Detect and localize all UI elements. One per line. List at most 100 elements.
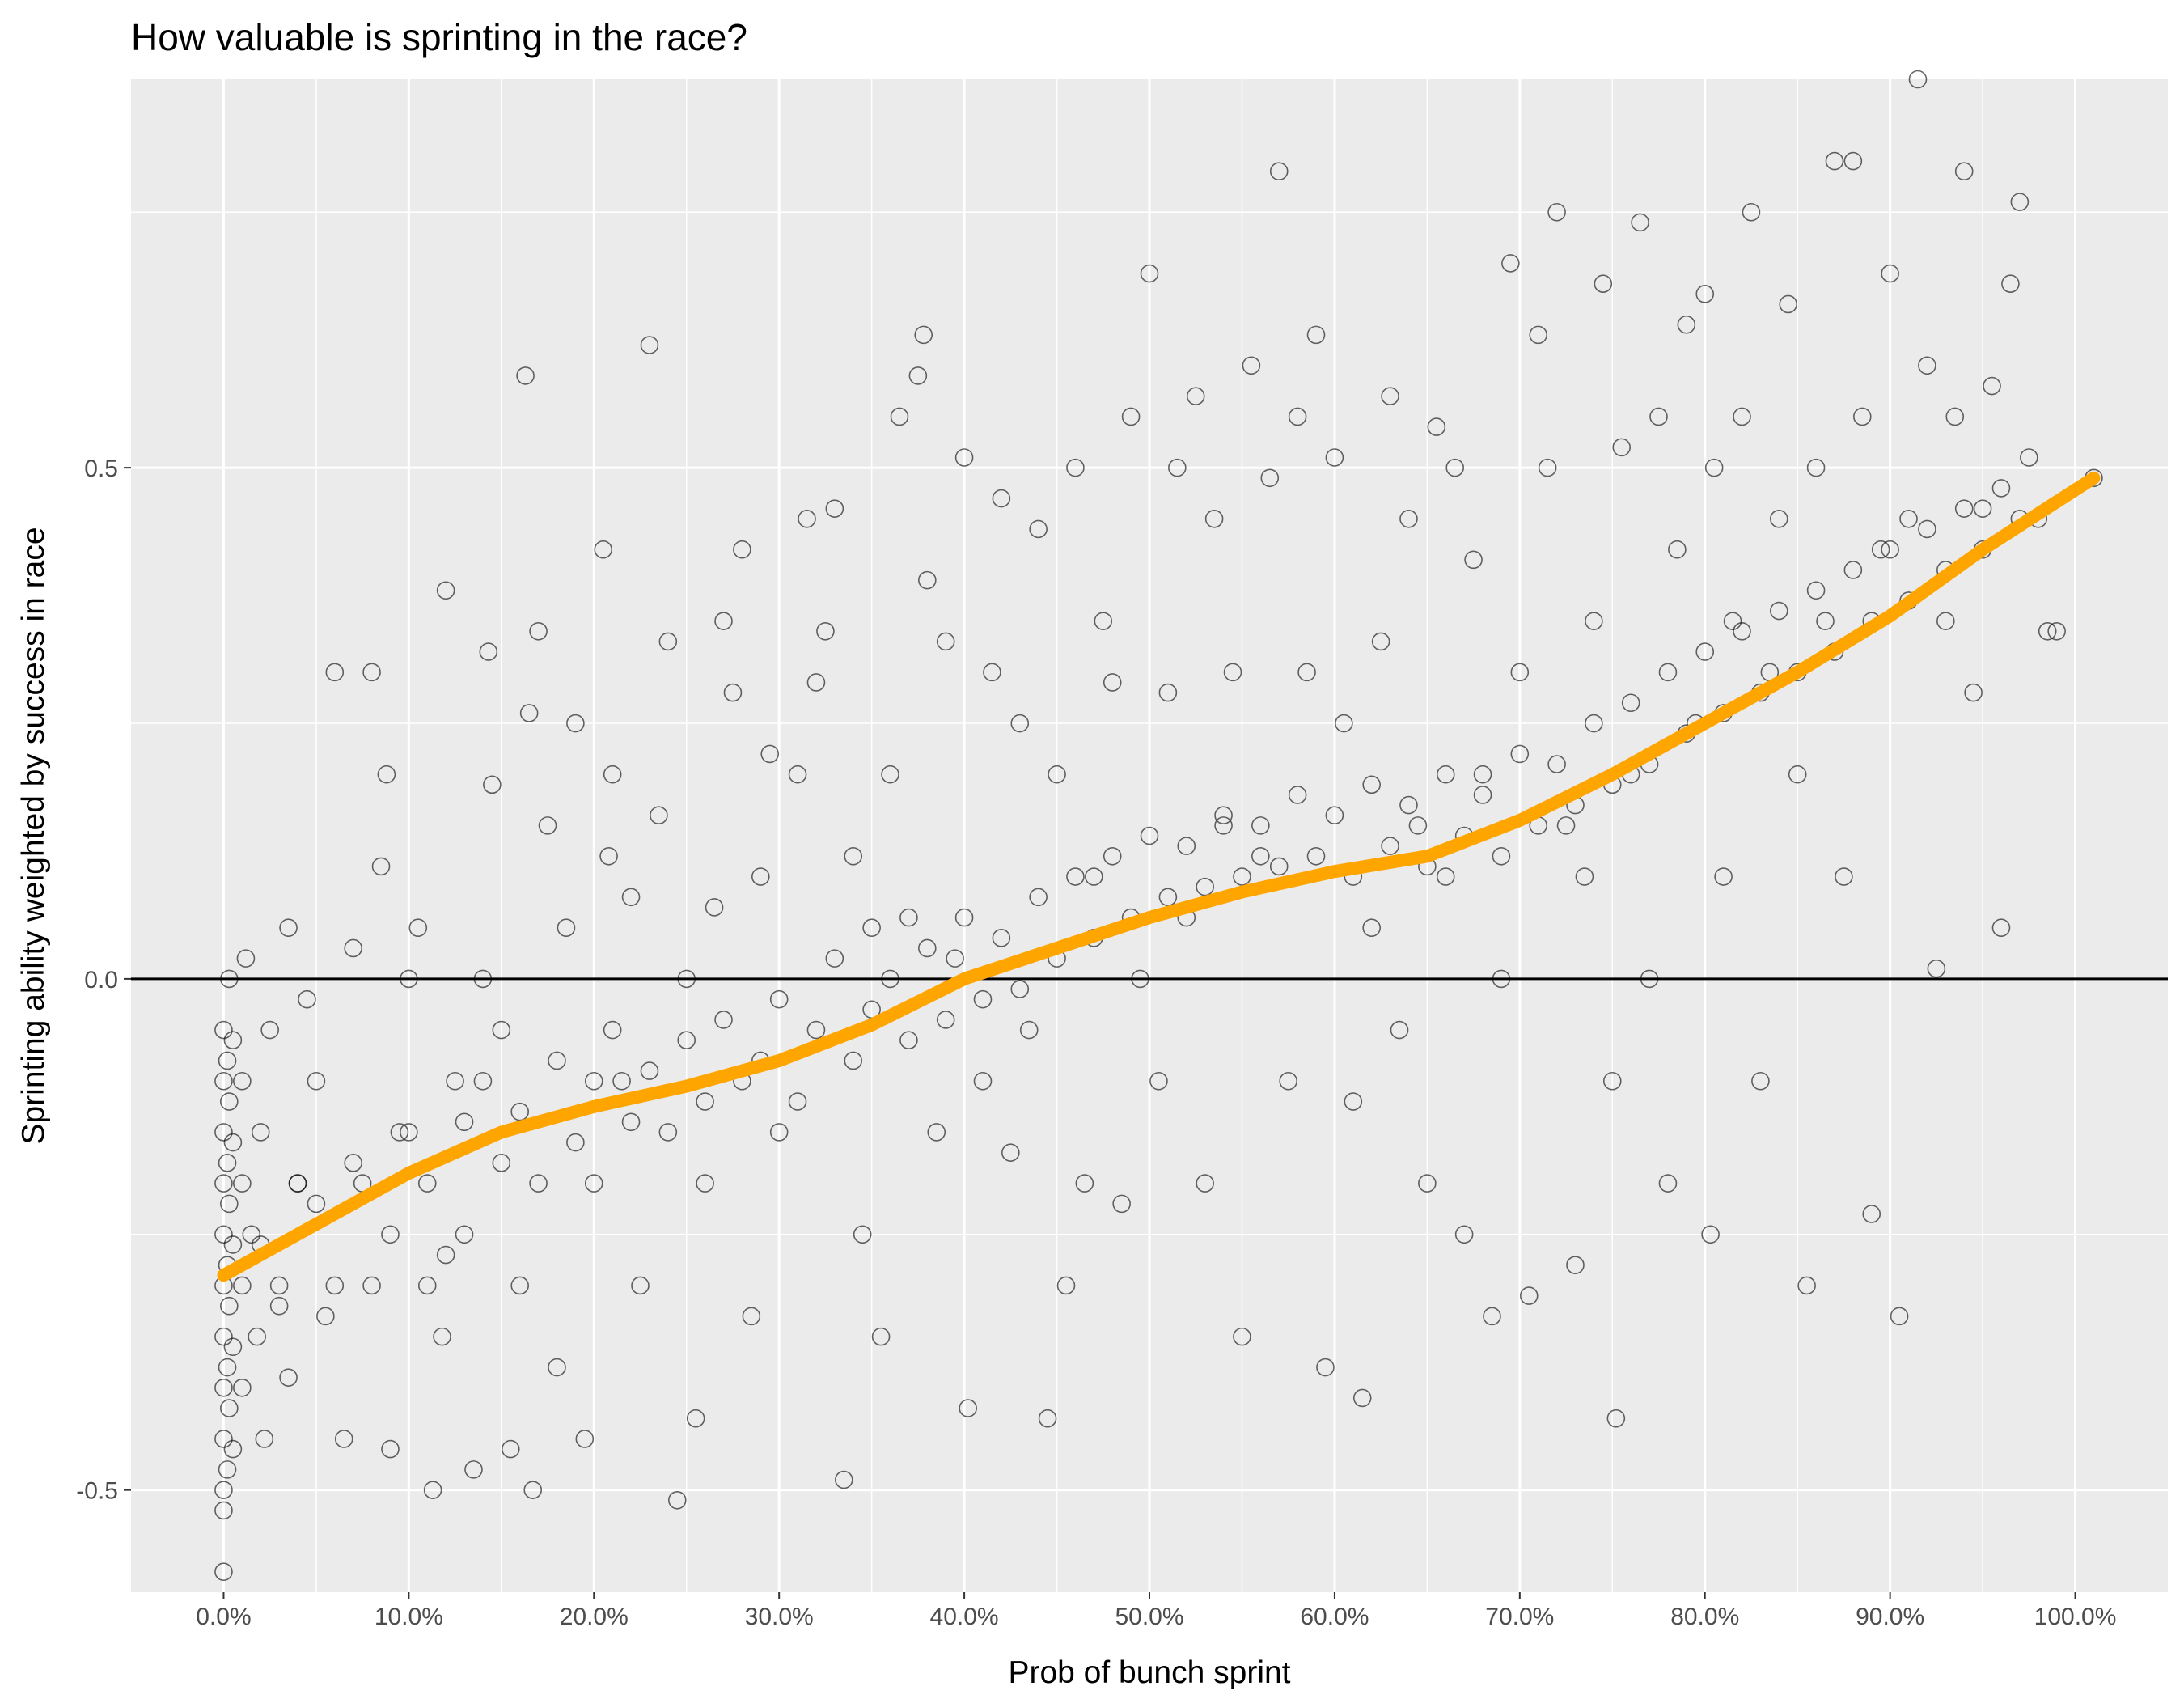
data-point xyxy=(381,1225,400,1244)
data-point xyxy=(1204,510,1224,528)
data-point xyxy=(483,775,502,794)
data-point xyxy=(696,1092,714,1111)
y-tick-label: 0.0 xyxy=(84,967,118,994)
x-tick-label: 10.0% xyxy=(375,1604,443,1630)
data-point xyxy=(298,989,316,1009)
x-tick-label: 30.0% xyxy=(745,1604,814,1630)
data-point xyxy=(479,642,498,661)
chart-title: How valuable is sprinting in the race? xyxy=(131,16,747,58)
data-point xyxy=(1168,458,1187,477)
data-point xyxy=(1149,1071,1168,1091)
data-point xyxy=(1233,867,1251,886)
data-point xyxy=(1881,540,1899,559)
data-point xyxy=(260,1020,279,1040)
data-point xyxy=(1186,387,1205,405)
data-point xyxy=(954,448,974,467)
data-point xyxy=(959,1399,977,1417)
data-point xyxy=(1325,806,1344,825)
data-point xyxy=(214,1123,233,1142)
data-point xyxy=(214,1562,233,1582)
data-point xyxy=(1085,867,1103,886)
data-point xyxy=(220,1399,239,1417)
data-point xyxy=(1816,612,1835,630)
data-point xyxy=(881,969,899,989)
data-point xyxy=(390,1123,409,1142)
data-point xyxy=(1233,1327,1251,1346)
data-point xyxy=(1473,786,1492,804)
data-point xyxy=(1399,510,1418,528)
data-point xyxy=(233,1174,252,1193)
data-point xyxy=(1177,837,1196,855)
data-point xyxy=(1538,458,1557,477)
data-point xyxy=(436,1245,455,1265)
data-point xyxy=(455,1112,474,1132)
scatter-points xyxy=(214,70,2103,1582)
data-point xyxy=(473,969,493,989)
data-point xyxy=(233,1071,252,1091)
data-point xyxy=(992,489,1011,508)
y-tick-label: 0.5 xyxy=(84,455,118,482)
data-point xyxy=(1556,816,1576,835)
data-point xyxy=(603,765,622,784)
data-point xyxy=(1464,550,1483,570)
data-point xyxy=(677,969,696,989)
data-point xyxy=(1825,151,1844,171)
data-point xyxy=(1019,1020,1039,1040)
data-point xyxy=(1714,867,1733,886)
data-point xyxy=(1251,816,1270,835)
data-point xyxy=(1352,1388,1372,1408)
trend-line xyxy=(217,471,2101,1282)
data-point xyxy=(1585,714,1603,733)
data-point xyxy=(983,663,1001,682)
data-point xyxy=(1454,1225,1474,1244)
data-point xyxy=(1483,1307,1501,1326)
data-point xyxy=(417,1276,437,1295)
data-point xyxy=(1695,285,1715,303)
data-point xyxy=(825,499,844,518)
data-point xyxy=(214,1430,233,1448)
data-point xyxy=(1723,612,1742,630)
data-point xyxy=(686,1409,705,1428)
data-point xyxy=(612,1071,631,1091)
data-point xyxy=(584,1174,603,1193)
data-point xyxy=(844,846,863,866)
data-point xyxy=(344,1154,362,1172)
data-point xyxy=(1695,642,1715,661)
data-point xyxy=(788,1092,807,1111)
data-point xyxy=(1121,407,1141,426)
data-point xyxy=(1103,673,1122,692)
data-point xyxy=(417,1174,437,1193)
data-point xyxy=(1306,846,1326,866)
data-point xyxy=(1945,407,1965,426)
data-point xyxy=(1436,765,1455,784)
data-point xyxy=(1325,448,1344,467)
data-point xyxy=(1519,1286,1539,1305)
data-point xyxy=(599,846,618,866)
x-tick-label: 50.0% xyxy=(1115,1604,1183,1630)
data-point xyxy=(927,1123,946,1142)
data-point xyxy=(1779,294,1798,314)
data-point xyxy=(1362,918,1381,938)
data-point xyxy=(1288,786,1307,804)
x-tick-label: 0.0% xyxy=(196,1604,251,1630)
data-point xyxy=(1769,510,1788,528)
data-point xyxy=(1066,867,1085,886)
data-point xyxy=(1029,888,1048,907)
data-point xyxy=(400,1123,418,1142)
data-point xyxy=(751,867,770,886)
data-point xyxy=(1704,458,1724,477)
data-point xyxy=(658,632,678,651)
data-point xyxy=(1918,356,1936,375)
data-point xyxy=(1048,765,1066,784)
data-point xyxy=(1242,356,1261,375)
data-point xyxy=(242,1225,261,1244)
data-point xyxy=(1473,765,1492,784)
data-point xyxy=(344,938,362,958)
data-point xyxy=(881,765,899,784)
x-tick-label: 90.0% xyxy=(1856,1604,1924,1630)
data-point xyxy=(2038,621,2057,641)
data-point xyxy=(220,969,239,989)
data-point xyxy=(1806,581,1826,600)
data-point xyxy=(214,1501,233,1520)
data-point xyxy=(1890,1307,1909,1326)
